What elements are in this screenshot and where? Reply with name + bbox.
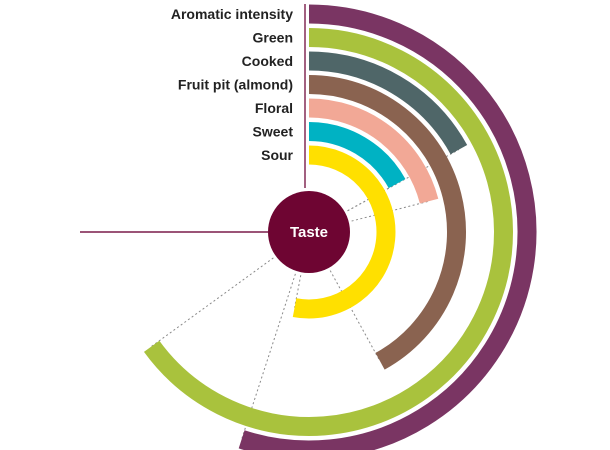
arc-aromatic-intensity [238, 4, 537, 450]
legend-label-1: Aromatic intensity [171, 6, 293, 22]
arc-floral [308, 98, 439, 204]
center-circle [268, 191, 350, 273]
arc-sour [292, 145, 396, 319]
legend-label-5: Floral [255, 100, 293, 116]
arc-series [143, 4, 537, 450]
arc-cooked [308, 51, 468, 155]
legend-label-3: Cooked [242, 53, 293, 69]
legend-labels: Aromatic intensity Green Cooked Fruit pit (… [171, 6, 294, 163]
center-hub: Taste [268, 191, 350, 273]
grid-line-3 [347, 149, 460, 212]
axis-lines [80, 4, 306, 233]
legend-label-6: Sweet [253, 124, 294, 140]
grid-line-4 [329, 270, 381, 362]
legend-label-2: Green [253, 30, 293, 46]
arc-fruit-pit-almond [308, 75, 466, 370]
arc-green [143, 28, 513, 436]
center-label: Taste [290, 224, 328, 241]
legend-label-7: Sour [261, 147, 293, 163]
arc-sweet [308, 122, 406, 189]
grid-line-2 [151, 257, 274, 347]
legend-label-4: Fruit pit (almond) [178, 77, 293, 93]
